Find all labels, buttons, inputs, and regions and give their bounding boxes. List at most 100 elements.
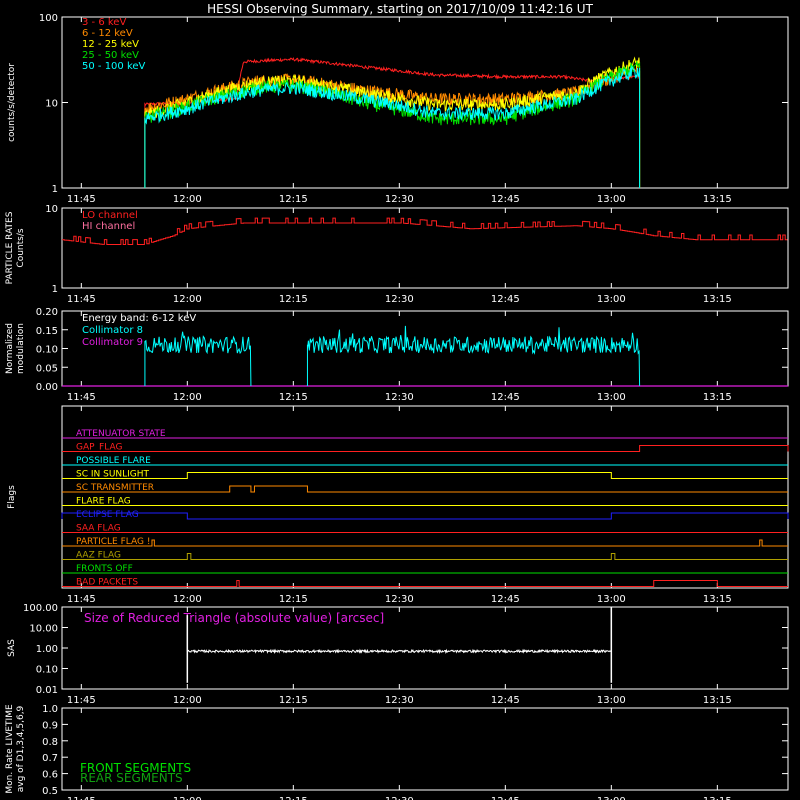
sas-xtick-label: 12:00	[173, 695, 202, 706]
particle-rates-xtick-label: 12:45	[491, 294, 520, 305]
flags-xtick-label: 12:45	[491, 594, 520, 605]
legend-entry: 12 - 25 keV	[82, 39, 139, 50]
livetime-ytick-label: 0.6	[42, 770, 58, 781]
sas-xtick-label: 12:15	[279, 695, 308, 706]
livetime-ylabel: Mon. Rate LIVETIME	[5, 704, 15, 794]
livetime-ytick-label: 1.0	[42, 704, 58, 715]
modulation-ytick-label: 0.00	[36, 382, 58, 393]
count-rates-ytick-label: 100	[39, 13, 58, 24]
sas-xtick-label: 12:45	[491, 695, 520, 706]
count-rates-ytick-label: 1	[52, 184, 58, 195]
flag-line	[62, 539, 788, 547]
livetime-xtick-label: 12:15	[279, 796, 308, 800]
legend-entry: 50 - 100 keV	[82, 61, 146, 72]
flag-label: ECLIPSE FLAG	[76, 510, 139, 520]
flag-line	[62, 580, 788, 587]
particle-rates-xtick-label: 12:00	[173, 294, 202, 305]
livetime-xtick-label: 12:00	[173, 796, 202, 800]
modulation-xtick-label: 12:00	[173, 392, 202, 403]
particle-rates-xtick-label: 11:45	[67, 294, 96, 305]
modulation-ytick-label: 0.15	[36, 326, 58, 337]
flag-line	[62, 553, 788, 560]
flag-label: AAZ FLAG	[76, 551, 121, 561]
flag-label: BAD PACKETS	[76, 578, 138, 588]
flag-label: PARTICLE FLAG !	[76, 537, 150, 547]
livetime-xtick-label: 12:30	[385, 796, 414, 800]
collimator-8-segment-0	[144, 331, 252, 387]
flags-xtick-label: 13:15	[703, 594, 732, 605]
flag-label: SC IN SUNLIGHT	[76, 470, 150, 480]
livetime-legend-entry: REAR SEGMENTS	[80, 771, 183, 785]
livetime-ytick-label: 0.8	[42, 737, 58, 748]
flags-xtick-label: 12:15	[279, 594, 308, 605]
modulation-ylabel: modulation	[16, 323, 26, 374]
particle-rates-ytick-label: 1	[52, 284, 58, 295]
series-line-0	[144, 56, 641, 189]
particle-rates-xtick-label: 13:00	[597, 294, 626, 305]
particle-rates-xtick-label: 12:30	[385, 294, 414, 305]
modulation-ytick-label: 0.05	[36, 363, 58, 374]
particle-series-0	[62, 217, 788, 245]
legend-title: Energy band: 6-12 keV	[82, 313, 196, 324]
flag-line	[61, 512, 789, 520]
sas-ytick-label: 0.01	[36, 685, 58, 696]
count-rates-xtick-label: 12:00	[173, 194, 202, 205]
modulation-ytick-label: 0.20	[36, 307, 58, 318]
livetime-frame	[61, 707, 789, 791]
modulation-xtick-label: 12:15	[279, 392, 308, 403]
series-line-1	[144, 62, 641, 189]
figure-title: HESSI Observing Summary, starting on 201…	[207, 2, 593, 16]
sas-xtick-label: 12:30	[385, 695, 414, 706]
sas-series-line-0	[186, 606, 612, 655]
particle-rates-xtick-label: 13:15	[703, 294, 732, 305]
count-rates-xtick-label: 13:00	[597, 194, 626, 205]
flags-frame	[61, 405, 789, 589]
flag-label: SAA FLAG	[76, 524, 121, 534]
legend-entry: 6 - 12 keV	[82, 28, 133, 39]
count-rates-xtick-label: 12:30	[385, 194, 414, 205]
sas-ytick-label: 0.10	[36, 665, 58, 676]
particle-rates-ytick-label: 10	[45, 204, 58, 215]
flag-label: SC TRANSMITTER	[76, 483, 154, 493]
livetime-legend-entry: FRONT SEGMENTS	[80, 761, 191, 775]
livetime-xtick-label: 11:45	[67, 796, 96, 800]
particle-rates-ylabel: PARTICLE RATES	[5, 211, 15, 284]
modulation-xtick-label: 13:15	[703, 392, 732, 403]
legend-entry: HI channel	[82, 221, 135, 232]
modulation-xtick-label: 12:30	[385, 392, 414, 403]
livetime-xtick-label: 13:00	[597, 796, 626, 800]
flags-ylabel: Flags	[7, 485, 17, 509]
livetime-xtick-label: 12:45	[491, 796, 520, 800]
flags-xtick-label: 12:00	[173, 594, 202, 605]
flag-line	[62, 445, 789, 452]
flag-label: FRONTS OFF	[76, 564, 133, 574]
legend-entry: 3 - 6 keV	[82, 17, 126, 28]
modulation-xtick-label: 13:00	[597, 392, 626, 403]
legend-entry: LO channel	[82, 210, 138, 221]
modulation-xtick-label: 11:45	[67, 392, 96, 403]
sas-xtick-label: 13:00	[597, 695, 626, 706]
legend-entry: 25 - 50 keV	[82, 50, 139, 61]
sas-ytick-label: 10.00	[29, 624, 58, 635]
legend-entry: Collimator 8	[82, 325, 143, 336]
sas-ylabel: SAS	[7, 639, 17, 657]
modulation-ylabel: Normalized	[5, 323, 15, 374]
flag-label: GAP_FLAG	[76, 443, 122, 453]
flags-xtick-label: 12:30	[385, 594, 414, 605]
count-rates-ylabel: counts/s/detector	[7, 63, 17, 142]
sas-xtick-label: 11:45	[67, 695, 96, 706]
count-rates-xtick-label: 12:15	[279, 194, 308, 205]
particle-rates-frame	[61, 207, 789, 289]
count-rates-xtick-label: 11:45	[67, 194, 96, 205]
collimator-8-segment-1	[306, 325, 641, 387]
particle-rates-xtick-label: 12:15	[279, 294, 308, 305]
flag-label: POSSIBLE FLARE	[76, 456, 151, 466]
livetime-ylabel: avg of D1,3,4,5,6,9	[16, 705, 26, 792]
series-line-3	[144, 61, 641, 189]
flag-label: ATTENUATOR STATE	[76, 429, 166, 439]
legend-entry: Collimator 9	[82, 337, 143, 348]
livetime-xtick-label: 13:15	[703, 796, 732, 800]
livetime-ytick-label: 0.7	[42, 753, 58, 764]
